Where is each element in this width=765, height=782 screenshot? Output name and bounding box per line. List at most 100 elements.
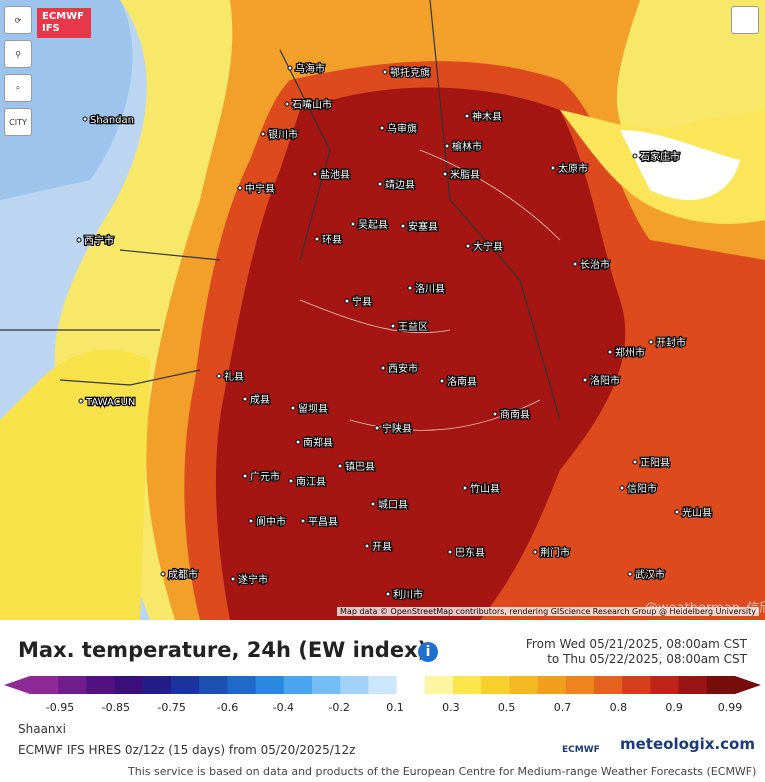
brand: meteologix.com <box>620 735 755 753</box>
place-label: 大宁县 <box>473 240 503 253</box>
place-label: 武汉市 <box>635 568 665 581</box>
colorbar-segment <box>114 676 144 694</box>
place-label: 广元市 <box>250 470 280 483</box>
place-dot <box>295 439 301 445</box>
location-button[interactable]: ⚲ <box>4 40 32 68</box>
place-dot <box>400 223 406 229</box>
legend-title: Max. temperature, 24h (EW index) <box>18 638 428 662</box>
place-label: 竹山县 <box>470 482 500 495</box>
place-label: 开县 <box>372 541 392 553</box>
place-label: 安塞县 <box>408 220 438 233</box>
place-dot <box>550 165 556 171</box>
place-dot <box>379 125 385 131</box>
colorbar-tick-label: 0.3 <box>442 701 460 714</box>
place-dot <box>370 501 376 507</box>
place-label: 宁陕县 <box>382 422 412 435</box>
place-dot <box>314 236 320 242</box>
period-to: to Thu 05/22/2025, 08:00am CST <box>547 652 747 666</box>
colorbar-tick-label: -0.75 <box>157 701 185 714</box>
place-label: 利川市 <box>393 588 423 601</box>
place-dot <box>465 243 471 249</box>
colorbar-tick-label: 0.9 <box>665 701 683 714</box>
place-dot <box>290 405 296 411</box>
colorbar-segment <box>227 676 257 694</box>
place-dot <box>260 131 266 137</box>
place-dot <box>632 459 638 465</box>
place-dot <box>674 509 680 515</box>
place-dot <box>447 549 453 555</box>
place-label: 开封市 <box>656 336 686 349</box>
place-dot <box>607 349 613 355</box>
place-dot <box>442 171 448 177</box>
place-dot <box>619 485 625 491</box>
zoom-button[interactable]: ⌕ <box>4 74 32 102</box>
colorbar-segment <box>86 676 116 694</box>
colorbar-segment <box>171 676 200 694</box>
place-dot <box>337 463 343 469</box>
place-label: 城口县 <box>378 499 408 511</box>
info-button[interactable]: i <box>418 642 438 662</box>
place-dot <box>492 411 498 417</box>
place-label: 留坝县 <box>298 402 328 415</box>
place-label: 石嘴山市 <box>292 98 332 111</box>
place-dot <box>374 425 380 431</box>
place-label: 环县 <box>322 234 342 246</box>
place-dot <box>380 365 386 371</box>
colorbar-segment <box>565 676 595 694</box>
place-dot <box>377 181 383 187</box>
place-label: 西安市 <box>388 362 418 375</box>
place-label: TAWACUN <box>85 397 135 408</box>
colorbar-segment <box>199 676 228 694</box>
colorbar-segment <box>255 676 285 694</box>
colorbar-arrow-left <box>4 676 30 694</box>
place-label: 光山县 <box>682 506 712 519</box>
colorbar: -0.95 -0.85 -0.75 -0.6 -0.4 -0.2 0.1 0.3 0.5 0.7 0… <box>4 676 761 714</box>
colorbar-tick-label: -0.2 <box>328 701 349 714</box>
colorbar-segment <box>678 676 708 694</box>
place-dot <box>648 339 654 345</box>
place-dot <box>439 378 445 384</box>
colorbar-segment <box>368 676 398 694</box>
city-button[interactable]: CITY <box>4 108 32 136</box>
place-label: 西宁市 <box>84 234 114 247</box>
place-dot <box>390 323 396 329</box>
place-dot <box>82 116 88 122</box>
place-label: 盐池县 <box>320 168 350 181</box>
place-dot <box>242 473 248 479</box>
ecmwf-logo: ECMWF <box>562 745 600 755</box>
logo-line: IFS <box>42 23 60 34</box>
place-label: 榆林市 <box>452 140 482 153</box>
colorbar-segment <box>594 676 623 694</box>
place-label: 乌海市 <box>295 62 325 75</box>
colorbar-segment <box>340 676 369 694</box>
place-label: 吴起县 <box>358 219 388 231</box>
place-label: 信阳市 <box>627 482 657 495</box>
place-label: 郑州市 <box>615 346 645 359</box>
colorbar-segment <box>537 676 567 694</box>
share-button[interactable] <box>731 6 759 34</box>
place-dot <box>300 518 306 524</box>
place-label: 太原市 <box>558 162 588 175</box>
model-info: ECMWF IFS HRES 0z/12z (15 days) from 05/… <box>18 743 356 757</box>
colorbar-segment <box>453 676 482 694</box>
region: Shaanxi <box>18 722 66 736</box>
place-label: 荆门市 <box>540 546 570 559</box>
model-logo[interactable]: ECMWF IFS <box>37 8 91 38</box>
place-label: 成都市 <box>168 568 198 581</box>
refresh-button[interactable]: ⟳ <box>4 6 32 34</box>
place-label: 米脂县 <box>450 168 480 181</box>
logo-line: ECMWF <box>42 11 84 22</box>
zone-yellow-sw <box>0 349 150 620</box>
colorbar-tick-label: 0.7 <box>554 701 572 714</box>
place-label: 长治市 <box>580 258 610 271</box>
place-label: 洛川县 <box>415 282 445 295</box>
colorbar-segment <box>58 676 87 694</box>
place-label: 正阳县 <box>640 457 670 469</box>
colorbar-tick-label: 0.8 <box>610 701 628 714</box>
attribution: Map data © OpenStreetMap contributors, r… <box>337 607 759 616</box>
place-label: 银川市 <box>268 128 298 141</box>
zone-white <box>620 130 740 200</box>
colorbar-segment <box>650 676 680 694</box>
